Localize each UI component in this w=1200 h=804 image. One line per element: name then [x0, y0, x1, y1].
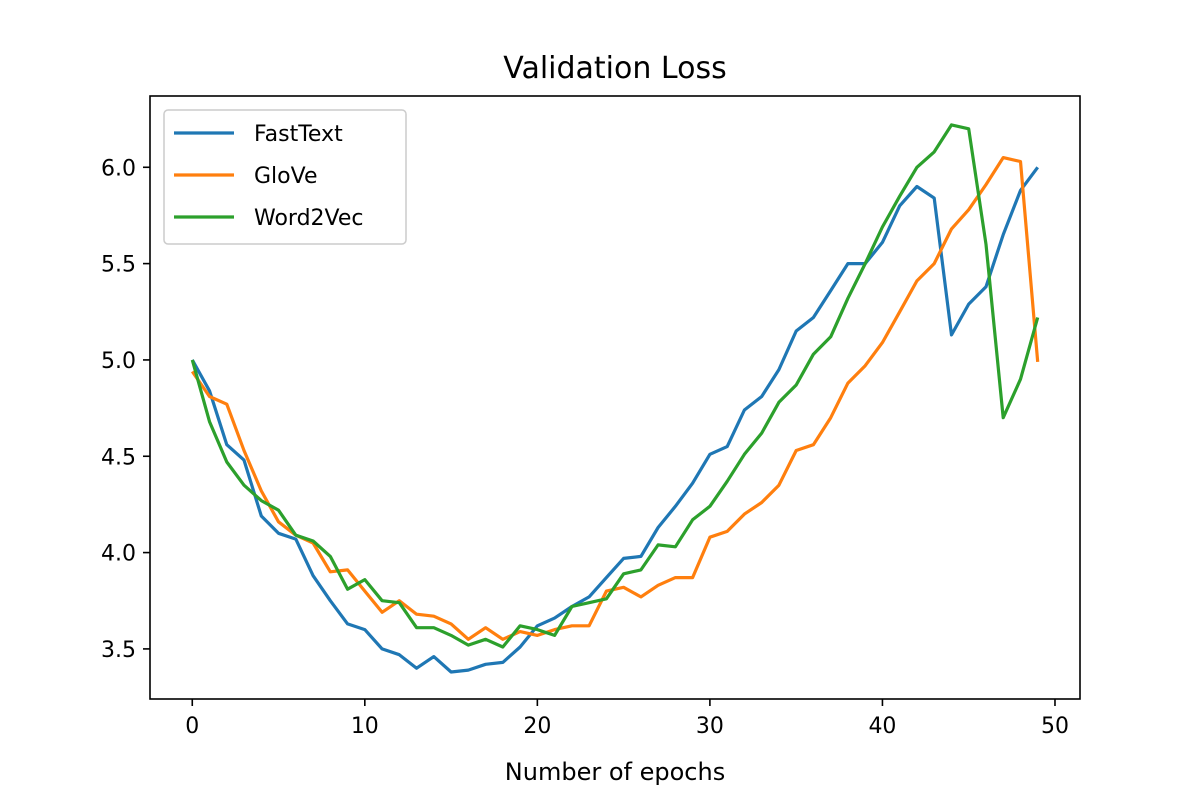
y-tick-label: 6.0	[101, 156, 136, 181]
x-axis-label: Number of epochs	[505, 758, 725, 786]
x-tick-label: 40	[868, 714, 896, 739]
plot-frame	[149, 95, 1081, 700]
y-tick-label: 4.5	[101, 445, 136, 470]
x-tick-label: 30	[696, 714, 724, 739]
x-axis: 0 10 20 30 40 50	[185, 699, 1069, 739]
series-line-word2vec	[190, 123, 1040, 649]
legend-label-word2vec: Word2Vec	[254, 206, 364, 231]
legend: FastText GloVe Word2Vec	[163, 109, 407, 245]
y-tick-label: 4.0	[101, 542, 136, 567]
y-tick-label: 5.0	[101, 349, 136, 374]
series-line-glove	[190, 156, 1040, 641]
series-line-fasttext	[190, 166, 1039, 674]
y-tick-label: 3.5	[101, 638, 136, 663]
x-tick-label: 50	[1041, 714, 1069, 739]
chart-title: Validation Loss	[503, 51, 726, 86]
series-layer	[190, 123, 1040, 674]
x-tick-label: 0	[185, 714, 199, 739]
legend-label-glove: GloVe	[254, 164, 318, 189]
y-axis: 3.5 4.0 4.5 5.0 5.5 6.0	[101, 156, 150, 663]
y-tick-label: 5.5	[101, 253, 136, 278]
x-tick-label: 10	[351, 714, 379, 739]
x-tick-label: 20	[523, 714, 551, 739]
legend-label-fasttext: FastText	[254, 122, 343, 147]
legend-box	[163, 109, 407, 245]
